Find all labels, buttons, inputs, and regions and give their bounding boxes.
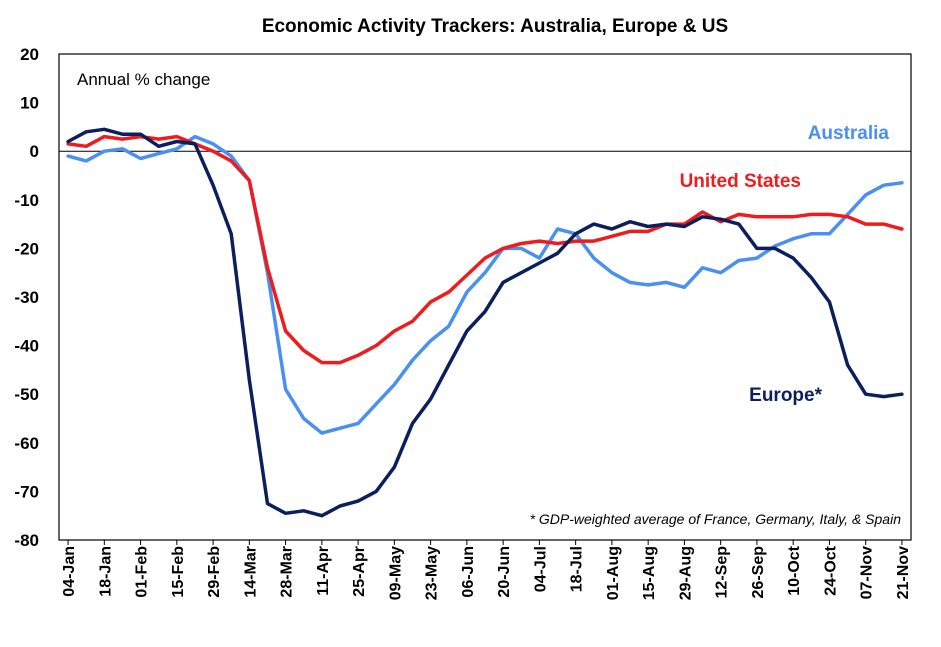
y-tick-label: -10 <box>14 191 39 210</box>
x-tick-label: 12-Sep <box>714 546 731 599</box>
y-tick-label: -50 <box>14 385 39 404</box>
x-tick-label: 29-Feb <box>206 546 223 598</box>
x-tick-label: 15-Aug <box>641 546 658 600</box>
series-label-united-states: United States <box>680 171 801 192</box>
x-tick-label: 29-Aug <box>677 546 694 600</box>
series-line-united-states <box>66 134 904 365</box>
y-axis-label: Annual % change <box>77 70 210 89</box>
x-tick-label: 18-Jan <box>97 546 114 597</box>
x-tick-label: 21-Nov <box>895 546 912 599</box>
footnote: * GDP-weighted average of France, German… <box>530 511 902 527</box>
series-label-europe: Europe* <box>749 385 822 406</box>
x-tick-label: 11-Apr <box>315 546 332 596</box>
chart-title: Economic Activity Trackers: Australia, E… <box>262 16 728 37</box>
x-tick-label: 28-Mar <box>279 546 296 598</box>
x-tick-label: 04-Jul <box>532 546 549 592</box>
plot-area <box>58 53 912 541</box>
y-tick-label: 0 <box>30 142 39 161</box>
x-tick-label: 15-Feb <box>170 546 187 598</box>
x-tick-label: 07-Nov <box>859 546 876 599</box>
series-line-australia <box>66 134 904 435</box>
x-tick-label: 25-Apr <box>351 546 368 597</box>
x-tick-label: 20-Jun <box>496 546 513 598</box>
x-tick-label: 09-May <box>387 546 404 600</box>
x-tick-label: 06-Jun <box>460 546 477 598</box>
y-tick-label: -20 <box>14 239 39 258</box>
series-line-europe <box>66 127 904 518</box>
y-tick-label: -70 <box>14 482 39 501</box>
x-tick-label: 01-Aug <box>605 546 622 600</box>
y-tick-label: -80 <box>14 531 39 550</box>
y-tick-label: -60 <box>14 434 39 453</box>
x-tick-label: 24-Oct <box>822 545 839 595</box>
x-tick-label: 14-Mar <box>242 546 259 598</box>
y-tick-label: 20 <box>20 45 39 64</box>
x-tick-label: 23-May <box>424 546 441 600</box>
x-tick-label: 18-Jul <box>569 546 586 592</box>
x-tick-label: 01-Feb <box>134 546 151 598</box>
x-tick-label: 10-Oct <box>786 545 803 595</box>
series-label-australia: Australia <box>808 123 890 144</box>
x-axis: 04-Jan 18-Jan 01-Feb 15-Feb 29-Feb 14-Mar 28-M… <box>61 540 912 600</box>
y-tick-label: -30 <box>14 288 39 307</box>
y-tick-label: -40 <box>14 337 39 356</box>
x-tick-label: 26-Sep <box>750 546 767 599</box>
x-tick-label: 04-Jan <box>61 546 78 597</box>
y-axis: 20 10 0 -10 -20 -30 -40 -50 -60 -70 -80 <box>14 45 39 550</box>
series-lines <box>66 127 904 518</box>
y-tick-label: 10 <box>20 94 39 113</box>
